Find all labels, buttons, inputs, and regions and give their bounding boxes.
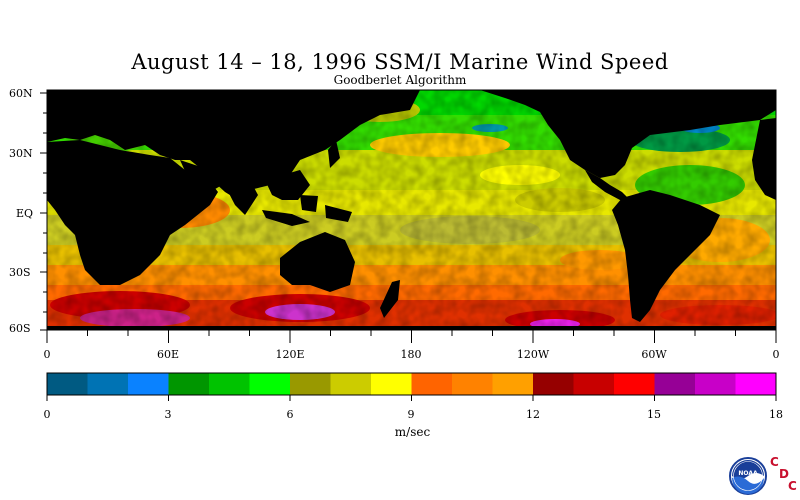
scale-label-3: 3 <box>164 408 172 421</box>
colorbar-swatch <box>654 373 696 395</box>
colorbar-swatch <box>573 373 615 395</box>
colorbar-swatch <box>614 373 655 395</box>
colorbar-swatch <box>209 373 250 395</box>
colorbar-swatch <box>735 373 777 395</box>
lon-ticks <box>46 330 777 343</box>
lon-label-0: 0 <box>43 348 51 361</box>
colorbar-swatch <box>87 373 129 395</box>
colorbar <box>47 373 777 395</box>
scale-label-15: 15 <box>647 408 661 421</box>
logo-letter-d: D <box>779 467 789 481</box>
colorbar-swatch <box>452 373 493 395</box>
colorbar-swatch <box>47 373 88 395</box>
lat-label-30n: 30N <box>9 147 33 160</box>
lat-label-30s: 30S <box>9 266 31 279</box>
colorbar-swatch <box>290 373 331 395</box>
logo-letter-c1: C <box>770 455 779 469</box>
scale-label-6: 6 <box>286 408 294 421</box>
lat-label-60n: 60N <box>9 87 33 100</box>
scale-label-12: 12 <box>526 408 540 421</box>
lon-label-60e: 60E <box>156 348 180 361</box>
map-title: August 14 – 18, 1996 SSM/I Marine Wind S… <box>131 50 669 74</box>
map-field <box>47 90 776 330</box>
colorbar-swatch <box>371 373 412 395</box>
colorbar-swatch <box>411 373 453 395</box>
colorbar-swatch <box>330 373 372 395</box>
lon-label-180: 180 <box>400 348 422 361</box>
colorbar-swatch <box>168 373 210 395</box>
colorbar-swatch <box>492 373 534 395</box>
noaa-logo-text: NOAA <box>738 470 758 477</box>
lon-label-120w: 120W <box>516 348 550 361</box>
scale-label-18: 18 <box>769 408 783 421</box>
scale-label-9: 9 <box>407 408 415 421</box>
colorbar-swatch <box>533 373 574 395</box>
scale-label-0: 0 <box>43 408 51 421</box>
lon-label-120e: 120E <box>275 348 305 361</box>
colorbar-units: m/sec <box>394 425 431 439</box>
lat-ticks <box>40 92 47 331</box>
colorbar-swatch <box>249 373 291 395</box>
colorbar-swatch <box>128 373 169 395</box>
map-subtitle: Goodberlet Algorithm <box>333 73 467 87</box>
colorbar-ticks <box>46 395 777 401</box>
lat-label-eq: EQ <box>16 207 34 220</box>
colorbar-swatch <box>695 373 736 395</box>
lon-label-60w: 60W <box>641 348 667 361</box>
logo-letter-c2: C <box>788 479 797 493</box>
land-masses <box>47 90 776 330</box>
lat-label-60s: 60S <box>9 322 31 335</box>
lon-label-0-right: 0 <box>772 348 780 361</box>
noaa-logo-icon <box>729 457 767 495</box>
